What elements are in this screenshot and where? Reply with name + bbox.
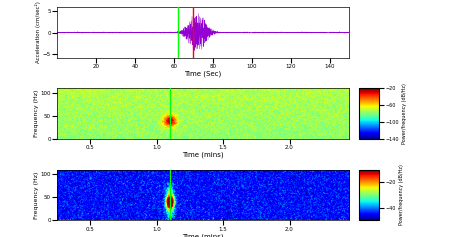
Y-axis label: Acceleration (cm/sec²): Acceleration (cm/sec²) — [35, 2, 41, 64]
X-axis label: Time (Sec): Time (Sec) — [184, 71, 222, 77]
Y-axis label: Power/frequency (dB/Hz): Power/frequency (dB/Hz) — [399, 164, 403, 225]
Y-axis label: Frequency (Hz): Frequency (Hz) — [34, 171, 39, 219]
Y-axis label: Power/frequency (dB/Hz): Power/frequency (dB/Hz) — [402, 83, 407, 144]
Y-axis label: Frequency (Hz): Frequency (Hz) — [34, 90, 39, 137]
X-axis label: Time (mins): Time (mins) — [182, 233, 224, 237]
X-axis label: Time (mins): Time (mins) — [182, 152, 224, 158]
